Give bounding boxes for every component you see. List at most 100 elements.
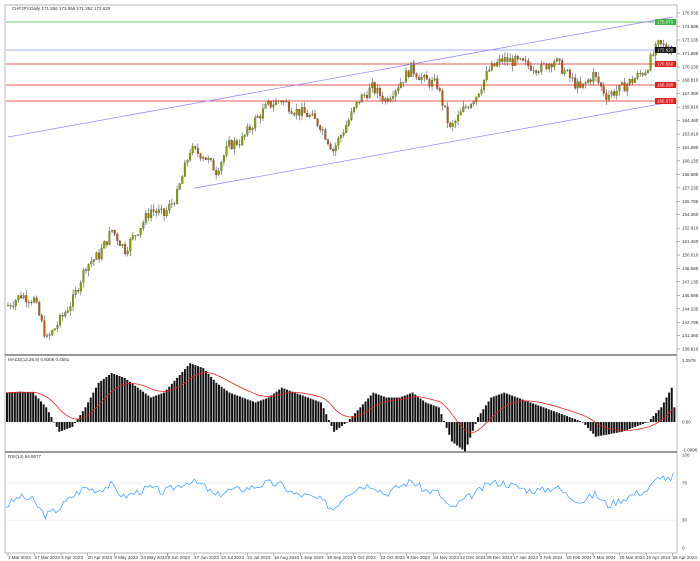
macd-bar — [63, 422, 66, 430]
candle-body — [9, 305, 12, 307]
macd-bar — [29, 392, 32, 422]
macd-bar — [76, 419, 79, 422]
x-tick-label: 8 Nov 2023 — [407, 555, 431, 560]
candle-body — [644, 72, 647, 76]
candle-body — [238, 144, 241, 146]
x-tick-label: 16 Aug 2023 — [274, 555, 300, 560]
candle-body — [313, 113, 316, 119]
macd-bar — [382, 396, 385, 422]
macd-bar — [479, 413, 482, 422]
trend-line[interactable] — [7, 16, 673, 138]
candle-body — [30, 302, 33, 303]
candle-body — [558, 58, 561, 61]
macd-bar — [534, 404, 537, 422]
trend-line[interactable] — [194, 101, 673, 189]
macd-bar — [149, 397, 152, 422]
candle-body — [425, 75, 428, 80]
macd-bar — [500, 393, 503, 422]
candle-body — [293, 113, 296, 115]
candle-body — [259, 115, 262, 119]
candle-body — [118, 240, 121, 246]
candle-body — [181, 176, 184, 184]
y-tick-label: 158.685 — [682, 172, 699, 177]
macd-bar — [97, 382, 100, 422]
candle-body — [142, 222, 145, 229]
candle-body — [17, 295, 20, 301]
candle-body — [444, 105, 447, 107]
candle-body — [360, 94, 363, 103]
macd-bar — [498, 394, 500, 422]
macd-bar — [45, 407, 48, 422]
macd-bar — [390, 397, 393, 422]
candle-body — [6, 305, 9, 307]
candle-body — [35, 297, 38, 303]
macd-bar — [587, 422, 589, 428]
macd-bar — [309, 398, 312, 422]
candle-body — [415, 73, 418, 78]
candle-body — [233, 140, 236, 150]
macd-bar — [458, 422, 461, 448]
y-tick-label: 170.235 — [682, 64, 699, 69]
macd-bar — [160, 393, 163, 422]
candle-body — [165, 210, 168, 216]
candle-body — [633, 78, 636, 83]
macd-bar — [152, 396, 155, 422]
candle-body — [124, 244, 127, 255]
y-tick-label: 152.910 — [682, 226, 699, 231]
x-tick-label: 8 May 2023 — [114, 555, 138, 560]
macd-bar — [427, 403, 430, 422]
macd-bar — [537, 405, 540, 422]
candle-body — [397, 87, 400, 91]
candle-body — [280, 101, 283, 103]
candle-body — [194, 146, 197, 149]
macd-bar — [325, 414, 328, 422]
candle-body — [574, 77, 577, 89]
macd-signal-line — [7, 372, 675, 434]
macd-bar — [71, 422, 74, 427]
macd-bar — [388, 397, 391, 422]
candle-body — [563, 70, 566, 74]
macd-bar — [466, 422, 469, 445]
candle-body — [522, 58, 525, 61]
candle-body — [191, 146, 194, 154]
candle-body — [150, 209, 153, 219]
macd-bar — [607, 422, 610, 435]
candle-body — [178, 183, 181, 190]
macd-bar — [668, 392, 671, 422]
candle-body — [438, 88, 441, 91]
macd-bar — [631, 422, 634, 428]
macd-bar — [524, 400, 527, 422]
macd-bar — [416, 396, 419, 422]
macd-bar — [375, 393, 377, 422]
candle-body — [324, 129, 327, 140]
y-tick-label: 147.135 — [682, 279, 699, 284]
macd-bar — [191, 364, 194, 422]
candle-body — [649, 54, 652, 71]
macd-bar — [304, 396, 307, 422]
candle-body — [514, 56, 517, 66]
candle-body — [246, 126, 249, 136]
candle-body — [589, 79, 592, 82]
candle-body — [183, 162, 186, 177]
macd-bar — [636, 422, 639, 426]
candle-body — [535, 70, 538, 73]
candle-body — [527, 60, 530, 66]
macd-bar — [670, 387, 673, 422]
candle-body — [618, 84, 621, 92]
candle-body — [366, 94, 369, 99]
candle-body — [311, 113, 314, 116]
macd-bar — [26, 392, 29, 422]
macd-bar — [21, 391, 24, 422]
candle-body — [103, 241, 106, 249]
y-tick-label: 165.910 — [682, 105, 699, 110]
candle-body — [85, 269, 88, 271]
candle-body — [467, 107, 470, 109]
candle-body — [33, 297, 36, 303]
macd-bar — [647, 422, 650, 423]
candle-body — [105, 241, 108, 245]
macd-bar — [24, 392, 27, 422]
x-tick-label: 26 Apr 2024 — [673, 555, 698, 560]
candle-body — [350, 111, 353, 121]
macd-bar — [11, 392, 14, 422]
x-tick-label: 4 Apr 2023 — [61, 555, 83, 560]
